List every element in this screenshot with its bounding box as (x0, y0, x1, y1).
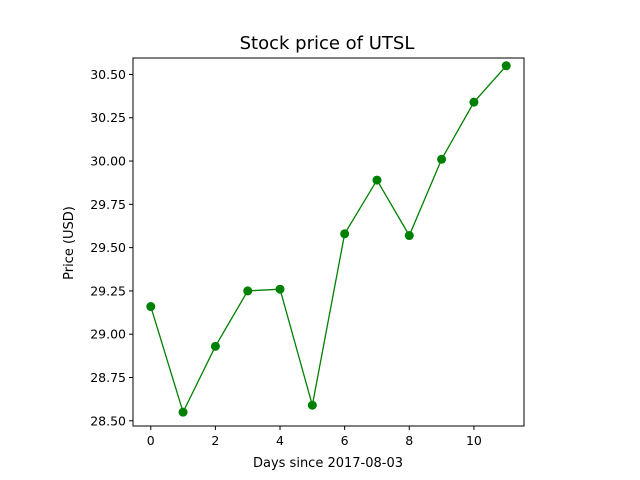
x-axis-label: Days since 2017-08-03 (253, 456, 403, 471)
chart-title: Stock price of UTSL (240, 33, 415, 54)
price-points (146, 61, 511, 417)
y-tick-label: 29.00 (90, 327, 126, 342)
x-tick-label: 2 (211, 433, 219, 448)
data-point (307, 400, 317, 410)
x-tick-label: 4 (276, 433, 284, 448)
y-tick-label: 30.25 (90, 110, 126, 125)
plot-frame (132, 57, 525, 427)
y-tick-label: 29.25 (90, 283, 126, 298)
x-tick-label: 0 (147, 433, 155, 448)
x-tick-label: 6 (341, 433, 349, 448)
x-tick-label: 8 (405, 433, 413, 448)
y-tick-label: 29.50 (90, 240, 126, 255)
y-axis: 28.50 28.75 29.00 29.25 29.50 29.75 30.00 30.25… (90, 67, 133, 428)
x-tick-label: 10 (466, 433, 482, 448)
data-point (372, 175, 382, 185)
x-axis: 0 2 4 6 8 10 (147, 426, 482, 448)
data-point (437, 154, 447, 164)
data-point (501, 61, 511, 71)
data-point (146, 302, 156, 312)
price-line (150, 65, 507, 414)
y-tick-label: 30.00 (90, 154, 126, 169)
data-point (469, 97, 479, 107)
data-point (243, 286, 253, 296)
y-tick-label: 28.75 (90, 370, 126, 385)
data-point (340, 229, 350, 239)
y-axis-label: Price (USD) (62, 206, 77, 280)
data-point (178, 407, 188, 417)
y-tick-label: 29.75 (90, 197, 126, 212)
data-point (210, 341, 220, 351)
y-tick-label: 30.50 (90, 67, 126, 82)
data-point (275, 284, 285, 294)
y-tick-label: 28.50 (90, 413, 126, 428)
data-point (404, 231, 414, 241)
